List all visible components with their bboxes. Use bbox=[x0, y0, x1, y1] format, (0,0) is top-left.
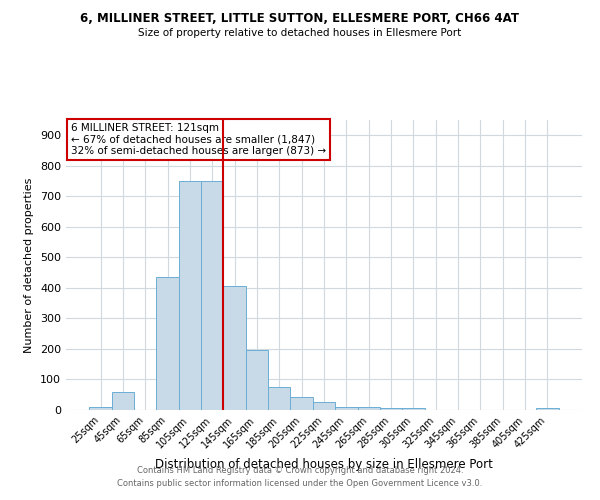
Bar bbox=[201, 181, 223, 410]
X-axis label: Distribution of detached houses by size in Ellesmere Port: Distribution of detached houses by size … bbox=[155, 458, 493, 471]
Bar bbox=[157, 277, 179, 410]
Bar bbox=[290, 397, 313, 410]
Bar bbox=[89, 407, 112, 410]
Bar bbox=[402, 408, 425, 410]
Bar bbox=[313, 402, 335, 410]
Bar bbox=[268, 387, 290, 410]
Bar bbox=[335, 407, 358, 410]
Bar bbox=[536, 408, 559, 410]
Bar bbox=[112, 392, 134, 410]
Bar bbox=[246, 350, 268, 410]
Text: 6 MILLINER STREET: 121sqm
← 67% of detached houses are smaller (1,847)
32% of se: 6 MILLINER STREET: 121sqm ← 67% of detac… bbox=[71, 123, 326, 156]
Bar bbox=[223, 286, 246, 410]
Bar bbox=[358, 407, 380, 410]
Text: Size of property relative to detached houses in Ellesmere Port: Size of property relative to detached ho… bbox=[139, 28, 461, 38]
Bar bbox=[380, 408, 402, 410]
Y-axis label: Number of detached properties: Number of detached properties bbox=[25, 178, 34, 352]
Text: Contains HM Land Registry data © Crown copyright and database right 2024.
Contai: Contains HM Land Registry data © Crown c… bbox=[118, 466, 482, 487]
Bar bbox=[179, 181, 201, 410]
Text: 6, MILLINER STREET, LITTLE SUTTON, ELLESMERE PORT, CH66 4AT: 6, MILLINER STREET, LITTLE SUTTON, ELLES… bbox=[80, 12, 520, 26]
